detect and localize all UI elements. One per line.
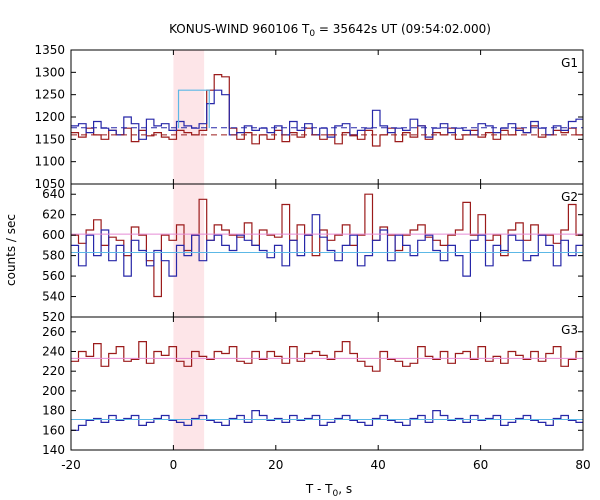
burst-level-box [177,89,210,129]
y-tick-label: 140 [42,443,65,457]
y-tick-label: 620 [42,208,65,222]
series-1-line [71,193,583,298]
y-tick-label: 540 [42,290,65,304]
chart-title-main: KONUS-WIND 960106 T [169,22,310,36]
x-tick-label: 40 [371,458,386,472]
y-tick-label: 1350 [34,43,65,57]
panel-g3: 140 160 180 200 220 240 260 G3 [42,316,584,457]
panel-label: G1 [561,56,578,70]
x-tick-label: 0 [170,458,178,472]
y-tick-label: 180 [42,404,65,418]
y-tick-label: 240 [42,344,65,358]
x-axis-title-subscript: 0 [333,489,339,499]
y-tick-label: 220 [42,364,65,378]
panel-g2: 520 540 560 580 600 620 640 G2 [42,183,584,324]
x-tick-label: 20 [268,458,283,472]
series-2-line [71,410,583,431]
y-tick-label: 1050 [34,177,65,191]
panel-label: G3 [561,323,578,337]
y-tick-label: 1250 [34,88,65,102]
chart-title: KONUS-WIND 960106 T0 = 35642s UT (09:54:… [169,22,491,39]
highlight-band [173,317,205,450]
chart-title-rest: = 35642s UT (09:54:02.000) [315,22,491,36]
series-2-line [71,214,583,277]
y-tick-label: 1100 [34,155,65,169]
y-tick-label: 160 [42,423,65,437]
y-tick-label: 580 [42,249,65,263]
y-tick-label: 260 [42,325,65,339]
y-tick-label: 1200 [34,110,65,124]
y-tick-label: 560 [42,269,65,283]
x-axis-title-rest: , s [338,482,352,496]
series-2-line [71,89,583,140]
panel-frame [70,49,584,185]
y-tick-label: 640 [42,187,65,201]
panel-label: G2 [561,190,578,204]
y-tick-label: 520 [42,310,65,324]
y-axis-title: counts / sec [4,214,18,286]
chart-panels: 1050110011501200125013001350G15205405605… [34,43,590,472]
panel-g1: 1050 1100 1150 1200 1250 1300 1350 G1 [34,43,584,191]
x-axis-title-main: T - T [305,482,333,496]
y-tick-label: 1150 [34,132,65,146]
chart-title-subscript: 0 [309,29,315,39]
x-axis-title: T - T0, s [305,482,352,499]
panel-frame [70,316,584,451]
y-tick-label: 200 [42,384,65,398]
x-tick-label: 60 [473,458,488,472]
y-tick-label: 1300 [34,65,65,79]
x-tick-label: -20 [61,458,81,472]
series-1-line [71,341,583,372]
y-tick-label: 600 [42,228,65,242]
x-tick-label: 80 [575,458,590,472]
